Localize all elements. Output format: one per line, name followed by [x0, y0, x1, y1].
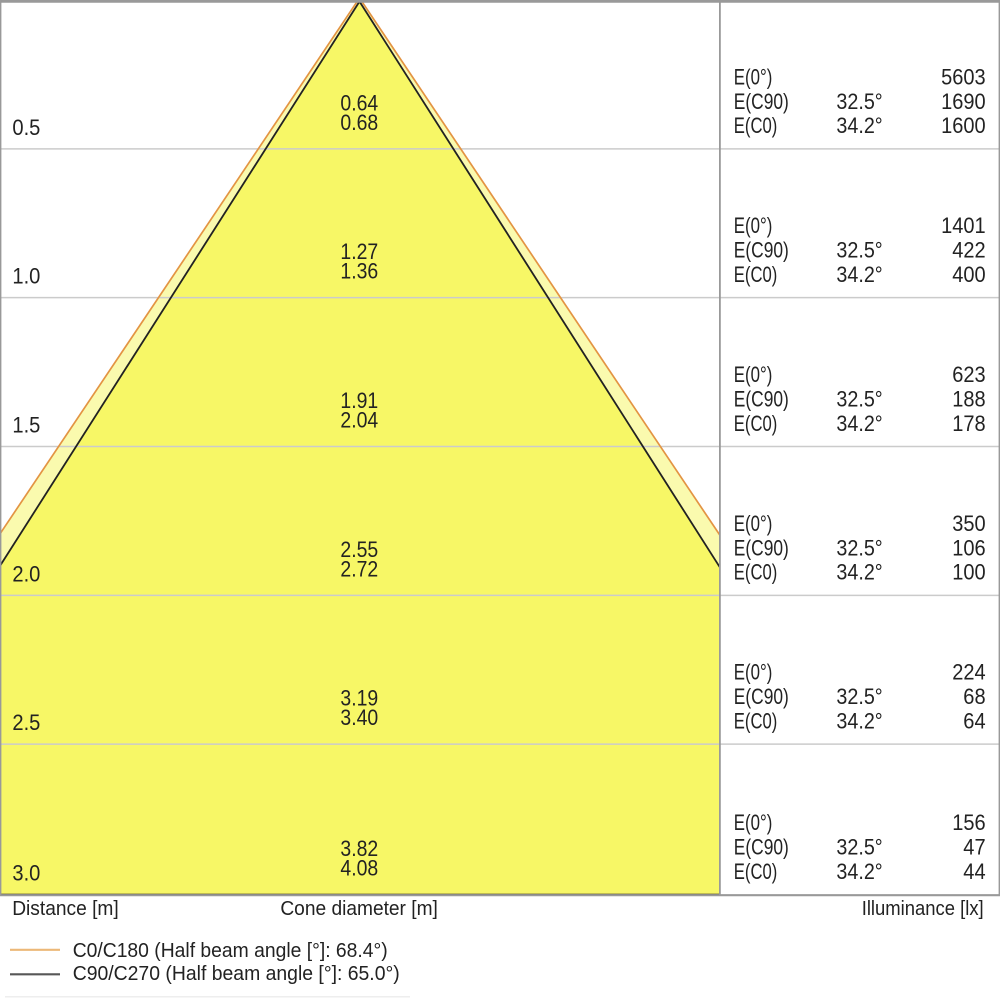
svg-text:E(C90): E(C90)	[734, 835, 789, 860]
svg-text:64: 64	[963, 709, 985, 734]
svg-text:E(C90): E(C90)	[734, 238, 789, 263]
svg-text:32.5°: 32.5°	[836, 387, 882, 412]
svg-text:3.19: 3.19	[340, 686, 378, 711]
svg-text:E(C0): E(C0)	[734, 859, 778, 884]
svg-text:68: 68	[963, 684, 985, 709]
svg-text:E(C0): E(C0)	[734, 709, 778, 734]
svg-text:E(0°): E(0°)	[734, 810, 773, 835]
svg-text:188: 188	[952, 387, 985, 412]
svg-text:47: 47	[963, 835, 985, 860]
svg-text:32.5°: 32.5°	[836, 89, 882, 114]
svg-text:Distance [m]: Distance [m]	[12, 897, 119, 920]
svg-text:E(C90): E(C90)	[734, 89, 789, 114]
svg-text:Illuminance [lx]: Illuminance [lx]	[862, 897, 984, 920]
svg-text:34.2°: 34.2°	[836, 262, 882, 287]
svg-text:156: 156	[952, 810, 985, 835]
svg-text:0.68: 0.68	[340, 110, 378, 135]
svg-text:E(C90): E(C90)	[734, 387, 789, 412]
svg-text:1401: 1401	[941, 213, 986, 238]
svg-text:350: 350	[952, 511, 985, 536]
svg-text:1.0: 1.0	[12, 264, 40, 289]
svg-text:1600: 1600	[941, 113, 986, 138]
svg-text:34.2°: 34.2°	[836, 113, 882, 138]
svg-text:178: 178	[952, 411, 985, 436]
svg-text:4.08: 4.08	[340, 856, 378, 881]
svg-text:1.36: 1.36	[340, 259, 378, 284]
svg-text:E(0°): E(0°)	[734, 511, 773, 536]
svg-text:34.2°: 34.2°	[836, 411, 882, 436]
svg-text:E(C0): E(C0)	[734, 262, 778, 287]
svg-text:E(C0): E(C0)	[734, 113, 778, 138]
svg-text:1.91: 1.91	[340, 388, 378, 413]
svg-text:34.2°: 34.2°	[836, 560, 882, 585]
svg-text:400: 400	[952, 262, 985, 287]
svg-text:32.5°: 32.5°	[836, 535, 882, 560]
svg-text:224: 224	[952, 660, 985, 685]
svg-text:1.27: 1.27	[340, 239, 378, 264]
svg-text:E(0°): E(0°)	[734, 660, 773, 685]
svg-text:623: 623	[952, 362, 985, 387]
svg-text:32.5°: 32.5°	[836, 835, 882, 860]
svg-text:E(0°): E(0°)	[734, 213, 773, 238]
svg-text:1.5: 1.5	[12, 413, 40, 438]
svg-text:2.04: 2.04	[340, 408, 378, 433]
svg-text:2.72: 2.72	[340, 556, 378, 581]
svg-text:422: 422	[952, 238, 985, 263]
svg-text:100: 100	[952, 560, 985, 585]
svg-text:2.55: 2.55	[340, 537, 378, 562]
svg-text:32.5°: 32.5°	[836, 238, 882, 263]
svg-text:32.5°: 32.5°	[836, 684, 882, 709]
svg-text:3.40: 3.40	[340, 705, 378, 730]
svg-text:E(C0): E(C0)	[734, 411, 778, 436]
svg-text:E(C90): E(C90)	[734, 535, 789, 560]
svg-text:E(0°): E(0°)	[734, 64, 773, 89]
svg-text:E(C90): E(C90)	[734, 684, 789, 709]
svg-text:2.5: 2.5	[12, 710, 40, 735]
svg-text:3.82: 3.82	[340, 836, 378, 861]
svg-text:E(0°): E(0°)	[734, 362, 773, 387]
svg-text:0.64: 0.64	[340, 90, 378, 115]
svg-text:2.0: 2.0	[12, 561, 40, 586]
svg-text:E(C0): E(C0)	[734, 560, 778, 585]
svg-text:44: 44	[963, 859, 985, 884]
svg-text:106: 106	[952, 535, 985, 560]
svg-text:34.2°: 34.2°	[836, 859, 882, 884]
svg-text:3.0: 3.0	[12, 861, 40, 886]
svg-text:C0/C180 (Half beam angle [°]:: C0/C180 (Half beam angle [°]: 68.4°)	[73, 939, 388, 962]
svg-text:C90/C270 (Half beam angle [°]:: C90/C270 (Half beam angle [°]: 65.0°)	[73, 962, 400, 985]
svg-text:1690: 1690	[941, 89, 986, 114]
svg-text:34.2°: 34.2°	[836, 709, 882, 734]
svg-text:0.5: 0.5	[12, 115, 40, 140]
svg-text:5603: 5603	[941, 64, 986, 89]
svg-text:Cone diameter [m]: Cone diameter [m]	[280, 897, 438, 920]
